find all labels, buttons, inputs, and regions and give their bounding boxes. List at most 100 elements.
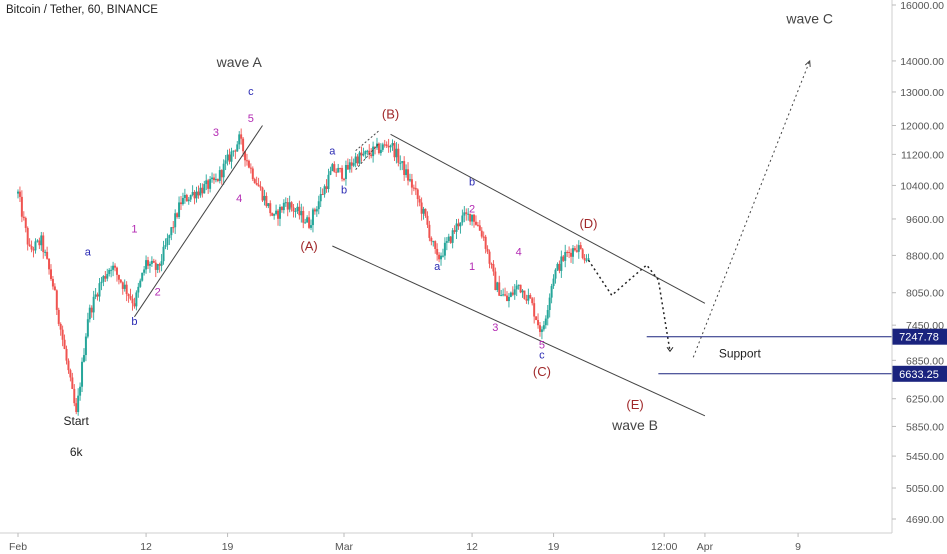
candle	[490, 262, 493, 269]
candle	[88, 304, 91, 323]
minor-wave-number: 5	[539, 339, 545, 351]
candle	[370, 148, 373, 159]
candle	[278, 204, 281, 227]
candle	[531, 297, 534, 306]
candle	[434, 240, 437, 254]
candle	[106, 268, 109, 282]
candle	[407, 162, 410, 186]
candle	[333, 161, 336, 173]
candle	[414, 181, 417, 196]
wave-b-label: wave B	[611, 417, 658, 433]
candle	[255, 176, 258, 186]
candle	[96, 292, 99, 301]
candle	[152, 258, 155, 263]
candle	[300, 203, 303, 223]
candle	[150, 256, 153, 267]
candle	[455, 219, 458, 240]
candle	[368, 144, 371, 160]
candle	[42, 232, 45, 259]
candle	[519, 284, 522, 294]
minor-wave-number: 3	[213, 127, 219, 139]
candle	[325, 179, 328, 193]
price-tag-label: 6633.25	[899, 369, 939, 381]
candle	[143, 265, 146, 276]
candle	[26, 226, 29, 251]
candle	[502, 288, 505, 297]
candle	[273, 213, 276, 220]
major-wave-label: (D)	[579, 216, 597, 231]
candle	[224, 154, 227, 171]
candle	[552, 274, 555, 289]
candle	[352, 158, 355, 168]
candle	[498, 275, 501, 296]
candle	[521, 288, 524, 298]
candle	[98, 278, 101, 302]
candle	[277, 208, 280, 226]
x-tick-label: 19	[548, 541, 560, 553]
candle	[181, 192, 184, 206]
candle	[581, 247, 584, 260]
candle	[121, 281, 124, 295]
candle	[436, 243, 439, 261]
candle	[168, 234, 171, 245]
y-tick-label: 9600.00	[906, 214, 944, 226]
candle	[449, 235, 452, 244]
candle	[22, 211, 25, 221]
candle	[282, 199, 285, 214]
y-tick-label: 14000.00	[900, 56, 944, 68]
candle	[218, 166, 221, 184]
candle	[104, 270, 107, 282]
candle	[494, 267, 497, 291]
candle	[81, 357, 84, 392]
candle	[389, 144, 392, 153]
start-price-label: 6k	[70, 445, 84, 459]
candle	[554, 268, 557, 284]
candle	[40, 231, 43, 251]
candle	[17, 189, 19, 199]
candle	[55, 289, 58, 315]
candle	[523, 290, 526, 300]
y-axis[interactable]: 16000.00 14000.00 13000.00 12000.00 11200.00…	[891, 0, 944, 533]
candle	[337, 163, 340, 173]
candle	[82, 348, 85, 363]
candle	[329, 166, 332, 176]
candle	[148, 261, 151, 273]
candle	[405, 164, 408, 178]
candle	[412, 184, 415, 192]
y-tick-label: 11200.00	[901, 149, 944, 161]
y-tick-label: 10400.00	[900, 180, 944, 192]
candle	[90, 305, 93, 318]
minor-wave-letter: c	[539, 350, 545, 362]
candle	[513, 283, 516, 300]
candle	[566, 250, 569, 258]
x-tick-label: 12:00	[651, 541, 677, 553]
candle	[517, 284, 520, 290]
candle	[164, 238, 167, 250]
candle	[346, 158, 349, 170]
candle	[244, 150, 247, 167]
candle	[203, 180, 206, 194]
y-tick-label: 6250.00	[906, 394, 944, 406]
candle	[304, 218, 307, 224]
candle	[77, 388, 80, 416]
candle	[474, 215, 477, 226]
candle	[424, 208, 427, 218]
candle	[160, 254, 163, 272]
candle	[558, 260, 561, 274]
candle	[496, 281, 499, 293]
candle	[240, 128, 243, 145]
candle	[32, 246, 35, 258]
candle	[135, 290, 138, 311]
candle	[214, 173, 217, 183]
candle	[253, 177, 256, 184]
y-tick-label: 5450.00	[906, 451, 944, 463]
candle	[84, 333, 87, 362]
candle	[440, 252, 443, 266]
x-axis[interactable]: Feb 12 19 Mar 12 19 12:00 Apr 9	[0, 532, 892, 553]
candle	[331, 162, 334, 172]
candle	[117, 274, 120, 285]
candle	[290, 201, 293, 212]
wave-c-label: wave C	[785, 11, 833, 27]
candle	[267, 203, 270, 209]
